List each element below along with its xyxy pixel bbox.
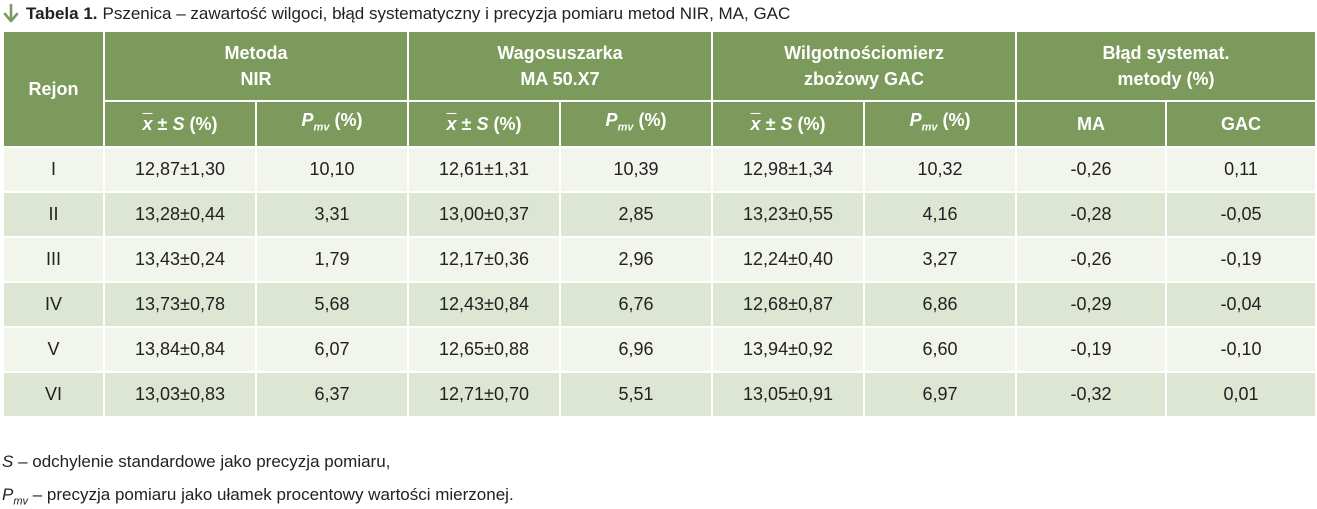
cell-nir-mean: 13,84±0,84 (103, 326, 257, 373)
cell-error-ma: -0,29 (1015, 281, 1168, 328)
cell-ma-mean: 13,00±0,37 (407, 191, 561, 238)
cell-nir-pmv: 10,10 (255, 146, 409, 193)
cell-error-gac: 0,11 (1165, 146, 1317, 193)
header-group-error: Błąd systemat. metody (%) (1015, 30, 1317, 102)
cell-nir-mean: 13,43±0,24 (103, 236, 257, 283)
header-group-gac: Wilgotnościomierz zbożowy GAC (711, 30, 1018, 102)
cell-error-gac: -0,19 (1165, 236, 1317, 283)
cell-ma-pmv: 5,51 (558, 371, 714, 418)
moisture-table: Rejon Metoda NIR Wagosuszarka MA 50.X7 W… (2, 30, 1317, 418)
cell-region: V (2, 326, 105, 373)
cell-error-gac: 0,01 (1165, 371, 1317, 418)
footnote-pmv: Pmv – precyzja pomiaru jako ułamek proce… (2, 485, 514, 508)
group-line1: Błąd systemat. (1102, 43, 1230, 63)
header-region: Rejon (2, 30, 105, 148)
cell-error-gac: -0,04 (1165, 281, 1317, 328)
header-ma-mean: x ± S (%) (407, 100, 561, 148)
group-line2: metody (%) (1117, 69, 1215, 89)
cell-error-ma: -0,26 (1015, 236, 1168, 283)
cell-nir-mean: 13,03±0,83 (103, 371, 257, 418)
cell-error-ma: -0,32 (1015, 371, 1168, 418)
group-line2: NIR (240, 69, 272, 89)
header-group-ma: Wagosuszarka MA 50.X7 (406, 30, 714, 102)
cell-region: I (2, 146, 105, 193)
header-error-gac: GAC (1165, 100, 1317, 148)
header-nir-mean: x ± S (%) (103, 100, 257, 148)
cell-region: IV (2, 281, 105, 328)
cell-nir-mean: 13,73±0,78 (103, 281, 257, 328)
group-line2: zbożowy GAC (804, 69, 925, 89)
header-row-sub: x ± S (%) Pmv (%) x ± S (%) Pmv (%) x ± … (3, 100, 1317, 148)
group-line1: Wilgotnościomierz (784, 43, 944, 63)
header-row-groups: Rejon Metoda NIR Wagosuszarka MA 50.X7 W… (2, 30, 1317, 148)
cell-nir-mean: 13,28±0,44 (103, 191, 257, 238)
cell-ma-mean: 12,65±0,88 (407, 326, 561, 373)
cell-error-ma: -0,28 (1015, 191, 1168, 238)
header-group-nir: Metoda NIR (103, 30, 409, 102)
table-row: V 13,84±0,84 6,07 12,65±0,88 6,96 13,94±… (2, 326, 1317, 373)
caption-text: Pszenica – zawartość wilgoci, błąd syste… (102, 4, 791, 23)
cell-nir-pmv: 6,37 (255, 371, 409, 418)
cell-ma-pmv: 6,76 (558, 281, 714, 328)
cell-nir-pmv: 1,79 (255, 236, 409, 283)
table-row: III 13,43±0,24 1,79 12,17±0,36 2,96 12,2… (2, 236, 1317, 283)
table-row: I 12,87±1,30 10,10 12,61±1,31 10,39 12,9… (2, 146, 1317, 193)
cell-gac-mean: 12,24±0,40 (711, 236, 866, 283)
cell-gac-pmv: 6,97 (863, 371, 1018, 418)
cell-ma-mean: 12,71±0,70 (407, 371, 561, 418)
cell-ma-pmv: 6,96 (558, 326, 714, 373)
cell-error-gac: -0,10 (1165, 326, 1317, 373)
cell-error-ma: -0,19 (1015, 326, 1168, 373)
group-line2: MA 50.X7 (520, 69, 600, 89)
cell-gac-mean: 13,94±0,92 (711, 326, 866, 373)
cell-region: II (2, 191, 105, 238)
header-nir-pmv: Pmv (%) (255, 100, 409, 148)
cell-ma-pmv: 2,96 (558, 236, 714, 283)
cell-gac-pmv: 10,32 (863, 146, 1018, 193)
cell-nir-mean: 12,87±1,30 (103, 146, 257, 193)
cell-error-gac: -0,05 (1165, 191, 1317, 238)
table-row: II 13,28±0,44 3,31 13,00±0,37 2,85 13,23… (2, 191, 1317, 238)
header-gac-pmv: Pmv (%) (863, 100, 1018, 148)
table-row: IV 13,73±0,78 5,68 12,43±0,84 6,76 12,68… (2, 281, 1317, 328)
cell-region: VI (2, 371, 105, 418)
cell-gac-mean: 12,68±0,87 (711, 281, 866, 328)
group-line1: Wagosuszarka (497, 43, 623, 63)
cell-gac-pmv: 6,60 (863, 326, 1018, 373)
cell-ma-pmv: 10,39 (558, 146, 714, 193)
cell-gac-pmv: 4,16 (863, 191, 1018, 238)
cell-gac-mean: 13,05±0,91 (711, 371, 866, 418)
cell-gac-pmv: 3,27 (863, 236, 1018, 283)
footnote-s: S – odchylenie standardowe jako precyzja… (2, 452, 391, 471)
cell-nir-pmv: 5,68 (255, 281, 409, 328)
table-row: VI 13,03±0,83 6,37 12,71±0,70 5,51 13,05… (2, 371, 1317, 418)
caption-label: Tabela 1. (26, 4, 98, 23)
cell-nir-pmv: 6,07 (255, 326, 409, 373)
cell-region: III (2, 236, 105, 283)
cell-ma-mean: 12,43±0,84 (407, 281, 561, 328)
cell-gac-mean: 12,98±1,34 (711, 146, 866, 193)
cell-ma-pmv: 2,85 (558, 191, 714, 238)
cell-ma-mean: 12,61±1,31 (407, 146, 561, 193)
cell-gac-pmv: 6,86 (863, 281, 1018, 328)
table-caption: Tabela 1. Pszenica – zawartość wilgoci, … (2, 2, 790, 26)
cell-gac-mean: 13,23±0,55 (711, 191, 866, 238)
arrow-down-icon (3, 4, 19, 23)
group-line1: Metoda (224, 43, 288, 63)
cell-error-ma: -0,26 (1015, 146, 1168, 193)
cell-ma-mean: 12,17±0,36 (407, 236, 561, 283)
cell-nir-pmv: 3,31 (255, 191, 409, 238)
header-gac-mean: x ± S (%) (711, 100, 866, 148)
header-ma-pmv: Pmv (%) (558, 100, 714, 148)
header-error-ma: MA (1015, 100, 1168, 148)
